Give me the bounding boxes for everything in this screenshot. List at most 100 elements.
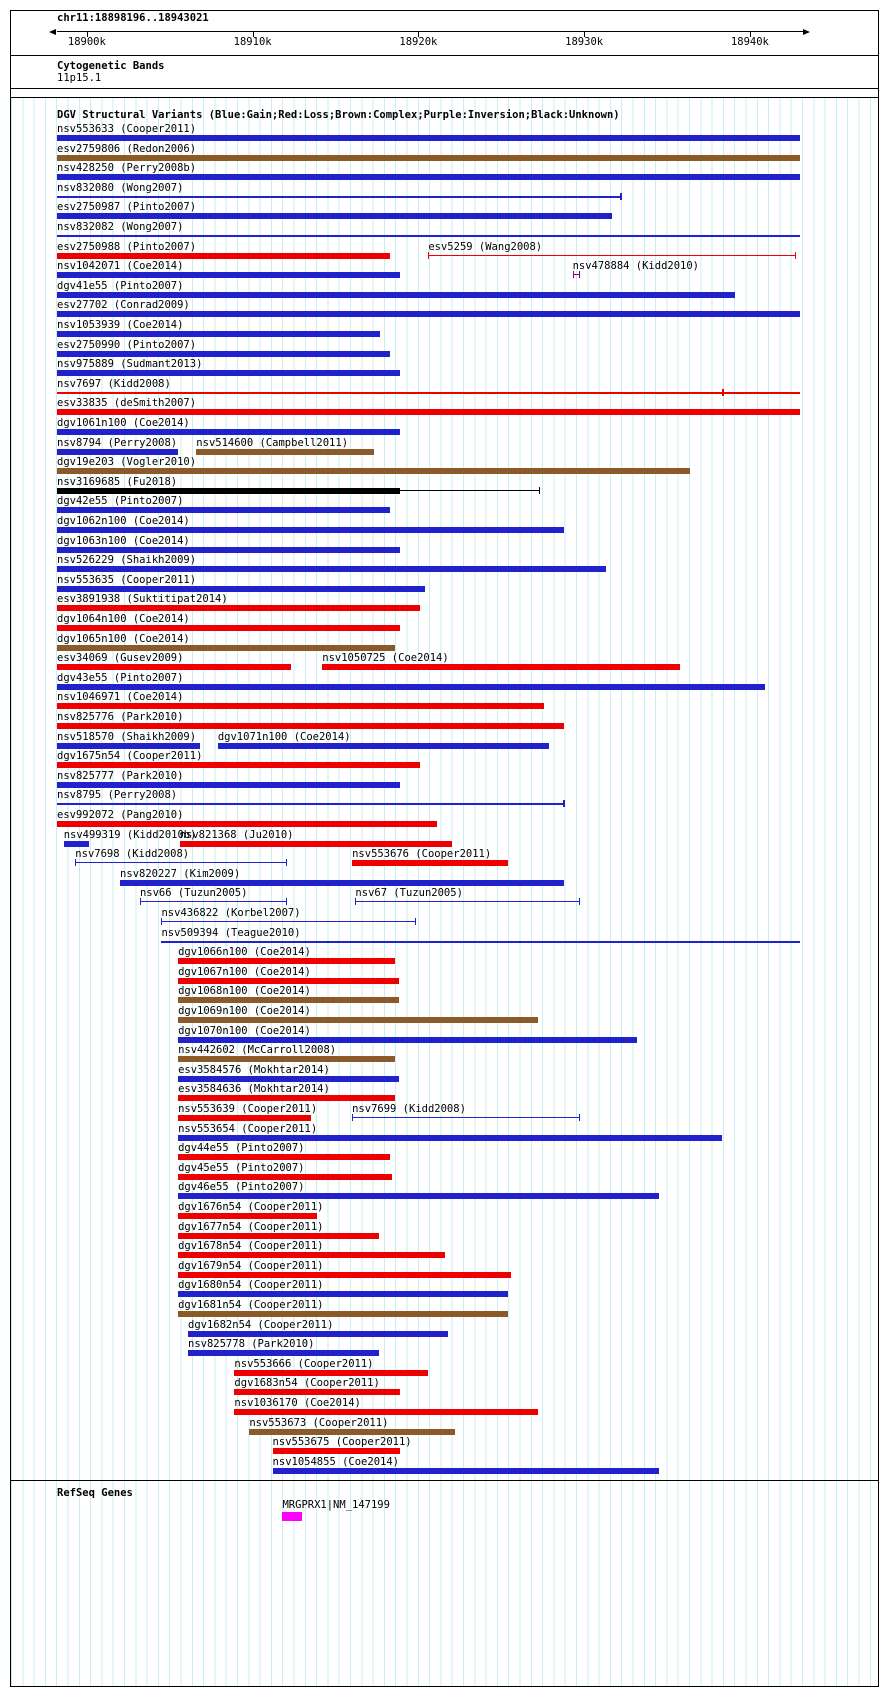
variant-label[interactable]: dgv41e55 (Pinto2007)	[57, 279, 184, 292]
variant-label[interactable]: nsv553639 (Cooper2011)	[178, 1103, 318, 1115]
variant-bar[interactable]	[272, 1467, 659, 1474]
variant-label[interactable]: nsv820227 (Kim2009)	[120, 867, 241, 880]
variant-bar[interactable]	[234, 1409, 538, 1415]
variant-bar[interactable]	[272, 1448, 401, 1455]
variant-bar[interactable]	[57, 683, 765, 690]
variant-label[interactable]: nsv1042071 (Coe2014)	[57, 260, 184, 273]
variant-bar[interactable]	[234, 1369, 429, 1376]
variant-label[interactable]: dgv1681n54 (Cooper2011)	[178, 1299, 324, 1311]
variant-label[interactable]: dgv1678n54 (Cooper2011)	[178, 1240, 324, 1253]
variant-label[interactable]: nsv66 (Tuzun2005)	[139, 887, 248, 900]
variant-label[interactable]: dgv1061n100 (Coe2014)	[57, 417, 190, 429]
variant-label[interactable]: nsv8795 (Perry2008)	[57, 789, 178, 802]
variant-bar[interactable]	[179, 840, 452, 847]
variant-label[interactable]: dgv43e55 (Pinto2007)	[57, 671, 184, 684]
variant-label[interactable]: esv3584636 (Mokhtar2014)	[178, 1083, 330, 1096]
variant-label[interactable]: esv2750987 (Pinto2007)	[57, 201, 197, 214]
variant-label[interactable]: dgv46e55 (Pinto2007)	[178, 1181, 305, 1194]
variant-bar[interactable]	[57, 468, 691, 475]
variant-bar[interactable]	[57, 507, 391, 514]
variant-label[interactable]: esv3891938 (Suktitipat2014)	[57, 593, 228, 606]
variant-label[interactable]: dgv42e55 (Pinto2007)	[57, 495, 184, 508]
variant-label[interactable]: dgv1677n54 (Cooper2011)	[178, 1220, 324, 1233]
variant-line[interactable]	[161, 921, 416, 922]
variant-label[interactable]: nsv553673 (Cooper2011)	[249, 1416, 389, 1429]
variant-label[interactable]: nsv526229 (Shaikh2009)	[57, 554, 197, 567]
variant-line[interactable]	[355, 901, 580, 903]
variant-bar[interactable]	[57, 331, 381, 337]
variant-label[interactable]: dgv1679n54 (Cooper2011)	[178, 1259, 324, 1272]
variant-line[interactable]	[161, 940, 800, 943]
variant-bar[interactable]	[178, 1193, 659, 1200]
variant-bar[interactable]	[57, 135, 800, 141]
variant-label[interactable]: dgv1063n100 (Coe2014)	[57, 534, 190, 547]
ruler-line[interactable]	[57, 31, 803, 32]
variant-label[interactable]: esv5259 (Wang2008)	[428, 240, 543, 253]
variant-label[interactable]: esv2750990 (Pinto2007)	[57, 338, 197, 351]
variant-label[interactable]: nsv509394 (Teague2010)	[161, 926, 301, 939]
variant-label[interactable]: esv34069 (Gusev2009)	[57, 652, 184, 665]
variant-label[interactable]: nsv428250 (Perry2008b)	[57, 162, 197, 175]
variant-bar[interactable]	[178, 1134, 722, 1141]
variant-label[interactable]: nsv553675 (Cooper2011)	[272, 1436, 412, 1449]
variant-label[interactable]: esv992072 (Pang2010)	[57, 809, 184, 821]
variant-label[interactable]: nsv3169685 (Fu2018)	[57, 475, 178, 488]
variant-bar[interactable]	[57, 585, 426, 592]
variant-label[interactable]: dgv1071n100 (Coe2014)	[217, 730, 351, 743]
variant-bar[interactable]	[217, 742, 550, 749]
variant-label[interactable]: dgv1070n100 (Coe2014)	[178, 1024, 311, 1037]
variant-bar[interactable]	[57, 527, 565, 533]
variant-label[interactable]: dgv1680n54 (Cooper2011)	[178, 1279, 324, 1292]
variant-bar[interactable]	[188, 1350, 379, 1357]
variant-bar[interactable]	[178, 1311, 508, 1317]
variant-label[interactable]: nsv518570 (Shaikh2009)	[57, 730, 197, 743]
variant-bar[interactable]	[57, 154, 800, 161]
variant-label[interactable]: dgv19e203 (Vogler2010)	[57, 456, 197, 469]
variant-line[interactable]	[57, 803, 565, 806]
variant-label[interactable]: nsv1054855 (Coe2014)	[272, 1455, 399, 1468]
variant-label[interactable]: nsv436822 (Korbel2007)	[161, 907, 301, 919]
variant-bar[interactable]	[178, 1271, 512, 1278]
variant-bar[interactable]	[57, 291, 735, 298]
variant-label[interactable]: esv27702 (Conrad2009)	[57, 299, 190, 312]
variant-label[interactable]: esv2750988 (Pinto2007)	[57, 240, 197, 253]
variant-label[interactable]: dgv45e55 (Pinto2007)	[178, 1161, 305, 1174]
variant-line[interactable]	[428, 254, 795, 256]
variant-label[interactable]: nsv832082 (Wong2007)	[57, 221, 184, 233]
variant-label[interactable]: nsv553633 (Cooper2011)	[57, 123, 197, 135]
variant-bar[interactable]	[57, 566, 606, 573]
gene-bar[interactable]	[282, 1512, 303, 1521]
variant-label[interactable]: nsv832080 (Wong2007)	[57, 181, 184, 194]
variant-label[interactable]: nsv553676 (Cooper2011)	[352, 848, 492, 861]
variant-bar[interactable]	[178, 1213, 318, 1219]
variant-bar[interactable]	[178, 1173, 392, 1180]
variant-label[interactable]: nsv1046971 (Coe2014)	[57, 691, 184, 704]
variant-bar[interactable]	[178, 1232, 379, 1239]
variant-label[interactable]: esv33835 (deSmith2007)	[57, 397, 197, 410]
variant-bar[interactable]	[57, 487, 401, 494]
variant-bar[interactable]	[57, 703, 545, 710]
variant-label[interactable]: nsv478884 (Kidd2010)	[572, 260, 699, 273]
variant-label[interactable]: dgv1066n100 (Coe2014)	[178, 946, 311, 959]
variant-label[interactable]: dgv1676n54 (Cooper2011)	[178, 1201, 324, 1213]
variant-label[interactable]: nsv1036170 (Coe2014)	[234, 1397, 361, 1409]
variant-label[interactable]: nsv442602 (McCarroll2008)	[178, 1044, 337, 1057]
variant-bar[interactable]	[196, 448, 374, 455]
variant-bar[interactable]	[57, 174, 800, 181]
variant-bar[interactable]	[234, 1389, 401, 1396]
variant-label[interactable]: dgv1064n100 (Coe2014)	[57, 613, 190, 625]
variant-bar[interactable]	[249, 1428, 455, 1435]
variant-label[interactable]: esv3584576 (Mokhtar2014)	[178, 1063, 330, 1076]
variant-bar[interactable]	[178, 1075, 399, 1082]
variant-bar[interactable]	[57, 252, 391, 259]
variant-bar[interactable]	[120, 879, 565, 886]
variant-label[interactable]: dgv1683n54 (Cooper2011)	[234, 1377, 380, 1390]
variant-label[interactable]: dgv1067n100 (Coe2014)	[178, 965, 311, 978]
variant-bar[interactable]	[57, 350, 391, 357]
variant-bar[interactable]	[178, 977, 399, 984]
variant-label[interactable]: nsv553666 (Cooper2011)	[234, 1357, 374, 1370]
variant-label[interactable]: nsv499319 (Kidd2010b)	[63, 828, 197, 841]
variant-label[interactable]: dgv1069n100 (Coe2014)	[178, 1005, 311, 1017]
variant-bar[interactable]	[57, 723, 565, 729]
variant-label[interactable]: nsv553654 (Cooper2011)	[178, 1122, 318, 1135]
